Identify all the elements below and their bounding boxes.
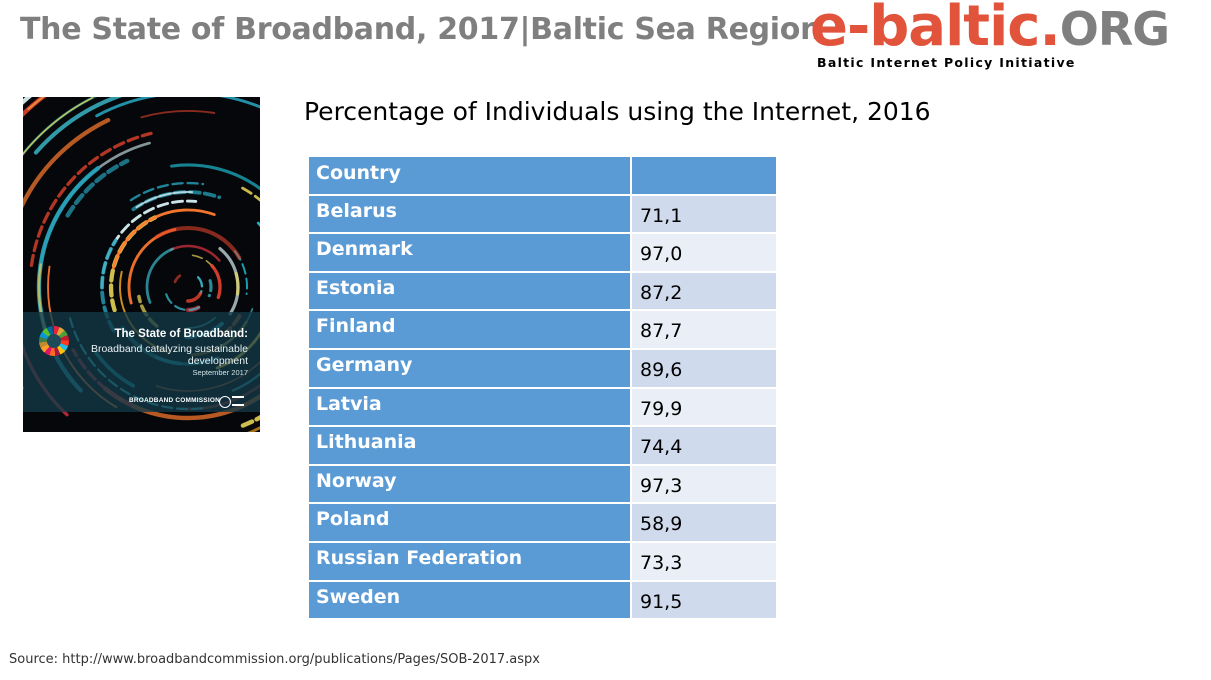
slide-title: The State of Broadband, 2017|Baltic Sea …	[20, 12, 822, 47]
table-row: Norway 97,3	[307, 463, 778, 505]
logo-wordmark: e-baltic.ORG	[810, 0, 1170, 59]
table-title: Percentage of Individuals using the Inte…	[304, 97, 931, 126]
cover-arc	[207, 279, 213, 298]
cover-arc	[65, 158, 130, 218]
table-row: Denmark 97,0	[307, 232, 778, 273]
source-note: Source: http://www.broadbandcommission.o…	[9, 652, 540, 667]
country-cell: Poland	[307, 502, 632, 543]
cover-arc	[135, 191, 194, 209]
table-row: Germany 89,6	[307, 347, 778, 389]
value-cell: 79,9	[630, 386, 778, 428]
country-cell: Russian Federation	[307, 540, 632, 582]
cover-arc	[218, 247, 240, 316]
cover-arc	[186, 291, 203, 303]
cover-organization: BROADBAND COMMISSION	[128, 397, 220, 404]
e-baltic-logo: e-baltic.ORG Baltic Internet Policy Init…	[810, 0, 1210, 74]
cover-arc	[196, 276, 204, 295]
country-cell: Belarus	[307, 193, 632, 235]
value-cell: 91,5	[630, 579, 778, 621]
cover-arc	[23, 97, 33, 105]
cover-arc	[63, 97, 260, 125]
cover-arc	[23, 117, 111, 209]
value-cell: 73,3	[630, 540, 778, 582]
table-row: Latvia 79,9	[307, 386, 778, 428]
report-cover-image: The State of Broadband: Broadband cataly…	[23, 97, 260, 432]
header-value	[630, 155, 778, 196]
value-cell: 87,7	[630, 309, 778, 350]
cover-arc	[23, 97, 94, 156]
internet-usage-table: Country Belarus 71,1 Denmark 97,0 Estonia 87,…	[307, 155, 778, 621]
value-cell: 89,6	[630, 347, 778, 389]
unesco-emblem-icon	[232, 396, 244, 406]
country-cell: Denmark	[307, 232, 632, 273]
value-cell: 97,0	[630, 232, 778, 273]
cover-arc	[27, 97, 45, 110]
table-row: Sweden 91,5	[307, 579, 778, 621]
cover-arc	[23, 429, 192, 432]
value-cell: 71,1	[630, 193, 778, 235]
table-header-row: Country	[307, 155, 778, 196]
table-row: Estonia 87,2	[307, 270, 778, 312]
value-cell: 97,3	[630, 463, 778, 505]
cover-arc	[170, 163, 260, 191]
table-row: Poland 58,9	[307, 502, 778, 543]
cover-arc	[210, 264, 222, 300]
un-emblem-icon	[219, 396, 231, 408]
header-country: Country	[307, 155, 632, 196]
cover-date: September 2017	[192, 368, 248, 377]
table-row: Belarus 71,1	[307, 193, 778, 235]
cover-arc	[238, 414, 260, 429]
cover-arc	[140, 110, 216, 119]
cover-arc	[95, 97, 260, 118]
country-cell: Latvia	[307, 386, 632, 428]
logo-tagline: Baltic Internet Policy Initiative	[817, 55, 1076, 70]
value-cell: 87,2	[630, 270, 778, 312]
value-cell: 74,4	[630, 425, 778, 466]
logo-name: e-baltic.	[810, 0, 1061, 59]
cover-arc	[169, 244, 221, 262]
cover-arc	[23, 97, 98, 157]
cover-arc	[23, 97, 47, 118]
cover-arc	[183, 97, 260, 293]
table-row: Russian Federation 73,3	[307, 540, 778, 582]
cover-arc	[254, 97, 261, 269]
logo-tld: ORG	[1059, 2, 1170, 56]
cover-arc	[23, 409, 41, 432]
table-row: Lithuania 74,4	[307, 425, 778, 466]
country-cell: Sweden	[307, 579, 632, 621]
cover-arc	[183, 97, 260, 227]
country-cell: Lithuania	[307, 425, 632, 466]
table-body: Belarus 71,1 Denmark 97,0 Estonia 87,2 Finland…	[307, 193, 778, 621]
cover-title: The State of Broadband:	[114, 328, 248, 340]
cover-arc	[234, 271, 240, 296]
cover-arc	[23, 97, 260, 130]
table-row: Finland 87,7	[307, 309, 778, 350]
cover-arc	[129, 181, 205, 202]
value-cell: 58,9	[630, 502, 778, 543]
cover-arc	[241, 186, 260, 202]
cover-arc	[145, 247, 175, 304]
cover-arc	[191, 254, 217, 272]
cover-arc	[29, 131, 153, 267]
cover-arc	[164, 292, 201, 312]
cover-arc	[112, 208, 216, 270]
sdg-wheel-icon	[39, 326, 69, 356]
country-cell: Germany	[307, 347, 632, 389]
cover-arc	[154, 225, 242, 260]
country-cell: Norway	[307, 463, 632, 505]
country-cell: Estonia	[307, 270, 632, 312]
cover-arc	[33, 97, 123, 155]
country-cell: Finland	[307, 309, 632, 350]
cover-subtitle: Broadband catalyzing sustainable develop…	[90, 343, 248, 367]
cover-arc	[173, 274, 182, 284]
